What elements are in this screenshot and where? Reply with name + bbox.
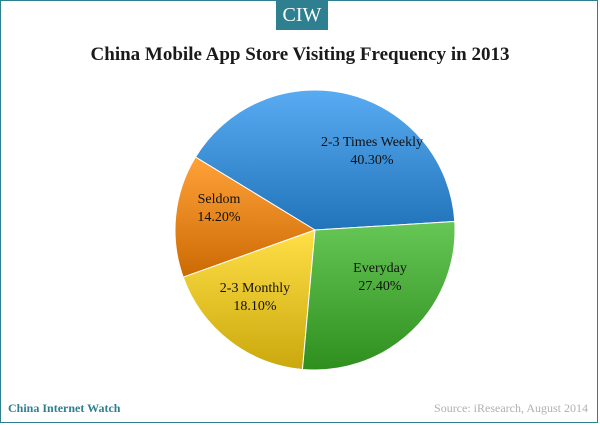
footer-source: Source: iResearch, August 2014 (434, 401, 588, 415)
ciw-logo: CIW (276, 0, 328, 30)
pie-slice-2-3-times-weekly (194, 89, 456, 231)
pie-slice-everyday (301, 220, 456, 371)
slice-label: Seldom (198, 192, 241, 207)
slice-value-label: 27.40% (358, 279, 402, 294)
slice-value-label: 18.10% (233, 299, 277, 314)
footer-brand: China Internet Watch (8, 401, 121, 415)
slice-label: 2-3 Monthly (220, 281, 290, 296)
slice-label: Everyday (353, 261, 407, 276)
slice-value-label: 40.30% (350, 153, 394, 168)
chart-title: China Mobile App Store Visiting Frequenc… (90, 44, 510, 65)
pie-slice-seldom (174, 156, 317, 278)
slice-label: 2-3 Times Weekly (321, 135, 423, 150)
slice-value-label: 14.20% (197, 210, 241, 225)
pie-slice-2-3-monthly (182, 229, 316, 370)
